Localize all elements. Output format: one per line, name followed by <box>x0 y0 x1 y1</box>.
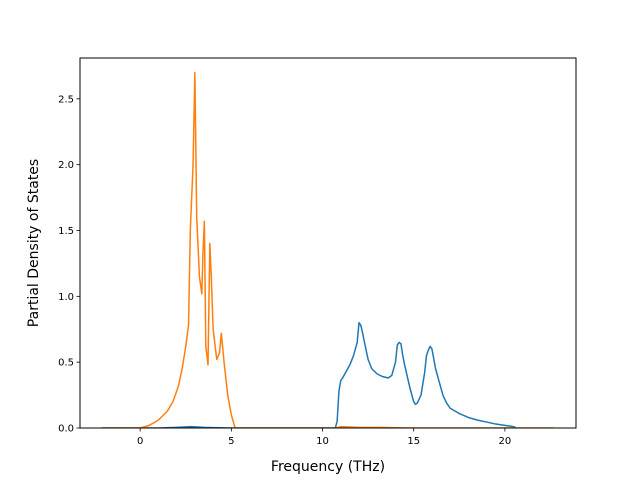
x-tick-label: 5 <box>228 436 234 447</box>
y-tick-label: 0.0 <box>58 424 74 435</box>
y-tick-label: 2.0 <box>58 160 74 171</box>
x-tick-label: 0 <box>137 436 143 447</box>
x-axis-title: Frequency (THz) <box>271 459 385 475</box>
y-tick-label: 0.5 <box>58 358 74 369</box>
x-tick-label: 20 <box>499 436 512 447</box>
x-tick-label: 15 <box>407 436 420 447</box>
x-tick-label: 10 <box>316 436 329 447</box>
y-tick-label: 2.5 <box>58 94 74 105</box>
series-line-1 <box>101 321 517 428</box>
y-axis-title: Partial Density of States <box>26 159 42 327</box>
y-tick-label: 1.0 <box>58 292 74 303</box>
y-tick-label: 1.5 <box>58 226 74 237</box>
plot-frame <box>79 57 577 429</box>
